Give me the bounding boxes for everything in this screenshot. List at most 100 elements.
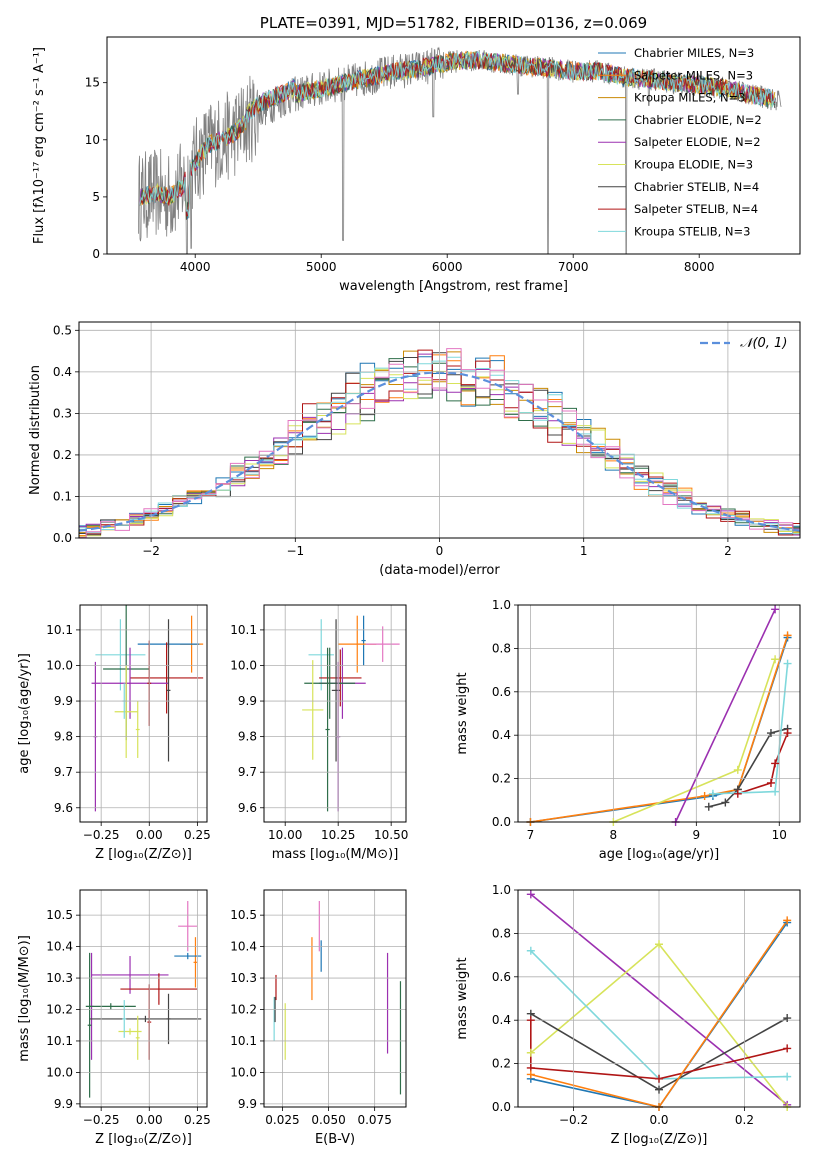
x-axis-label: mass [log₁₀(M/M⊙)]	[272, 847, 399, 862]
ticks	[103, 82, 700, 258]
legend: Chabrier MILES, N=3 Salpeter MILES, N=3 Kr…	[598, 46, 762, 238]
y-tick-label: 1.0	[492, 883, 511, 897]
data-point-marker	[708, 789, 717, 798]
y-tick-label: 0.2	[53, 448, 72, 462]
x-tick-label: −0.2	[559, 1113, 588, 1127]
y-tick-label: 10.3	[230, 971, 257, 985]
y-tick-label: 0.5	[53, 323, 72, 337]
chart-3: 10.00 10.25 10.50 9.6 9.7 9.8 9.9 10.0 10.1 mass …	[230, 604, 408, 862]
chart-1: −2 −1 0 1 2 0.0 0.1 0.2 0.3 0.4 0.5 (data-model)/er…	[28, 321, 801, 578]
data-point-marker	[783, 659, 792, 668]
y-tick-label: 0.1	[53, 489, 72, 503]
mass-weight-line	[737, 732, 789, 795]
x-tick-label: 0.075	[357, 1113, 391, 1127]
y-axis-label: age [log₁₀(age/yr)]	[17, 653, 32, 774]
x-axis-label: Z [log₁₀(Z/Z⊙)]	[95, 847, 192, 862]
plot-area	[530, 608, 789, 822]
plot-area	[273, 901, 402, 1095]
x-axis-label: E(B-V)	[315, 1132, 355, 1147]
legend-label: Salpeter MILES, N=3	[634, 68, 753, 82]
x-tick-label: −0.25	[83, 828, 120, 842]
y-tick-label: 10.0	[46, 658, 73, 672]
mass-weight-line	[674, 608, 776, 822]
y-tick-label: 0	[92, 247, 100, 261]
chart-7: −0.2 0.0 0.2 0.0 0.2 0.4 0.6 0.8 1.0 Z [log₁₀(Z/Z…	[455, 883, 801, 1147]
x-tick-label: 2	[724, 544, 732, 558]
axes-frame	[263, 604, 407, 823]
chart-5: −0.25 0.00 0.25 9.9 10.0 10.1 10.2 10.3 10.4 10.5…	[17, 889, 211, 1147]
y-tick-label: 0.0	[53, 531, 72, 545]
data-point-marker	[771, 655, 780, 664]
x-axis-label: age [log₁₀(age/yr)]	[599, 847, 720, 862]
data-point-marker	[771, 759, 780, 768]
data-point-marker	[655, 1085, 663, 1094]
ticks	[76, 629, 198, 826]
axes-frame	[78, 321, 801, 539]
x-axis-label: Z [log₁₀(Z/Z⊙)]	[611, 1132, 708, 1147]
y-tick-label: 9.9	[54, 694, 73, 708]
x-tick-label: 9	[693, 828, 701, 842]
y-tick-label: 10.4	[46, 940, 73, 954]
y-tick-label: 10.4	[230, 940, 257, 954]
y-tick-label: 0.0	[492, 815, 511, 829]
y-axis-label: Flux [fλ10⁻¹⁷ erg cm⁻² s⁻¹ A⁻¹]	[32, 47, 47, 244]
data-point-marker	[733, 789, 742, 798]
x-tick-label: 10.00	[268, 828, 302, 842]
ticks	[260, 914, 376, 1111]
y-tick-label: 0.4	[53, 365, 72, 379]
x-axis-label: wavelength [Angstrom, rest frame]	[339, 279, 568, 294]
gridlines	[80, 605, 207, 822]
axes-frame	[517, 889, 801, 1108]
gridlines	[80, 890, 207, 1107]
y-tick-label: 0.6	[492, 685, 511, 699]
y-tick-label: 9.7	[238, 765, 257, 779]
model-series-line	[139, 51, 776, 218]
x-axis-label: Z [log₁₀(Z/Z⊙)]	[95, 1132, 192, 1147]
y-tick-label: 0.2	[492, 1057, 511, 1071]
x-tick-label: 7	[527, 828, 535, 842]
data-point-marker	[783, 631, 792, 640]
data-point-marker	[766, 778, 775, 787]
chart-6: 0.025 0.050 0.075 9.9 10.0 10.1 10.2 10.3 10.4 10…	[230, 889, 407, 1147]
y-tick-label: 0.6	[492, 970, 511, 984]
y-axis-label: mass [log₁₀(M/M⊙)]	[17, 935, 32, 1062]
data-point-marker	[733, 765, 742, 774]
y-tick-label: 9.9	[238, 694, 257, 708]
ticks	[260, 629, 392, 826]
x-tick-label: −2	[142, 544, 160, 558]
y-tick-label: 10.0	[230, 658, 257, 672]
y-tick-label: 10.2	[46, 1003, 73, 1017]
data-point-marker	[771, 605, 780, 614]
y-axis-label: mass weight	[455, 672, 470, 754]
axes-frame	[106, 36, 801, 255]
gridlines	[518, 604, 800, 823]
data-point-marker	[526, 890, 535, 899]
plot-area	[302, 615, 400, 812]
mass-weight-line	[712, 663, 789, 795]
data-point-marker	[704, 802, 713, 811]
x-tick-label: 0.025	[265, 1113, 299, 1127]
legend-label: Chabrier STELIB, N=4	[634, 180, 759, 194]
legend-label: Kroupa ELODIE, N=3	[634, 158, 753, 172]
y-tick-label: 0.3	[53, 406, 72, 420]
data-point-marker	[526, 1070, 535, 1079]
y-tick-label: 10.1	[230, 623, 257, 637]
legend: 𝒩(0, 1)	[700, 336, 787, 351]
x-tick-label: 4000	[180, 260, 211, 274]
legend-label: Salpeter STELIB, N=4	[634, 202, 758, 216]
data-point-marker	[783, 1044, 792, 1053]
y-tick-label: 0.8	[492, 641, 511, 655]
x-tick-label: −0.25	[83, 1113, 120, 1127]
y-tick-label: 9.6	[54, 801, 73, 815]
data-point-marker	[783, 729, 792, 738]
axes-frame	[79, 604, 208, 823]
y-tick-label: 10.3	[46, 971, 73, 985]
legend-label: Chabrier ELODIE, N=2	[634, 113, 762, 127]
chart-4: 7 8 9 10 0.0 0.2 0.4 0.6 0.8 1.0 age [log₁₀(age/yr…	[455, 598, 801, 862]
data-point-marker	[783, 1072, 792, 1081]
x-tick-label: 0.0	[649, 1113, 668, 1127]
y-tick-label: 10.1	[230, 1034, 257, 1048]
y-tick-label: 0.0	[492, 1100, 511, 1114]
chart-title: PLATE=0391, MJD=51782, FIBERID=0136, z=0…	[260, 14, 647, 32]
data-point-marker	[766, 729, 775, 738]
